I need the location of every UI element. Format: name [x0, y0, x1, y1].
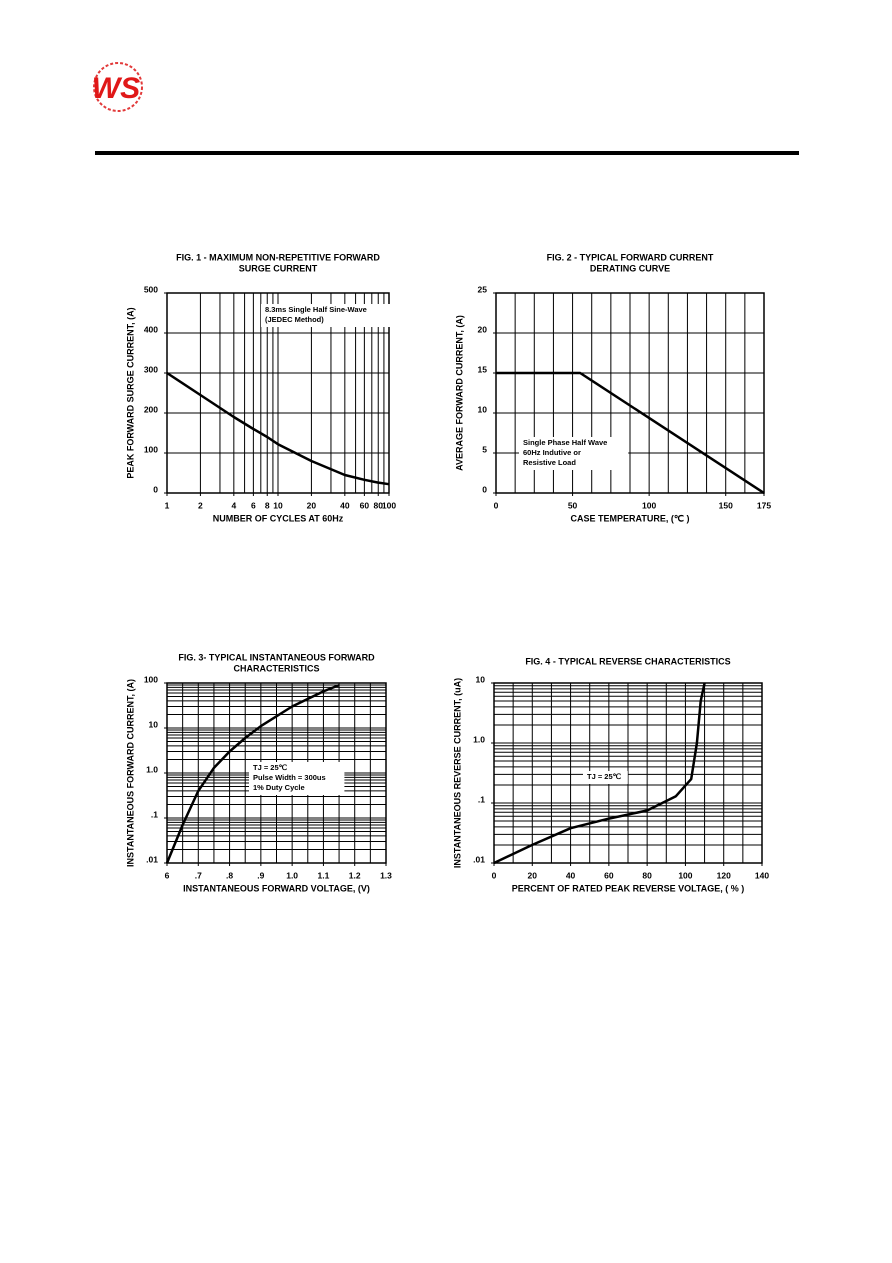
y-tick-label: 500 — [144, 284, 158, 294]
curve — [496, 371, 765, 495]
x-tick-label: 40 — [340, 500, 350, 510]
logo-ring — [93, 62, 143, 112]
x-tick-label: 2 — [198, 500, 203, 510]
x-tick-label: 50 — [568, 500, 578, 510]
x-tick-label: 0 — [492, 870, 497, 880]
x-tick-label: 80 — [374, 500, 384, 510]
x-tick-label: .8 — [226, 870, 233, 880]
y-axis-label: INSTANTANEOUS REVERSE CURRENT, (uA) — [452, 678, 462, 868]
annotation: 60Hz Indutive or — [523, 448, 581, 457]
x-tick-label: 175 — [757, 500, 771, 510]
y-tick-label: 0 — [153, 484, 158, 494]
y-tick-label: 5 — [482, 444, 487, 454]
x-tick-label: 0 — [494, 500, 499, 510]
x-tick-label: 140 — [755, 870, 769, 880]
y-tick-label: 15 — [478, 364, 488, 374]
annotation: TJ = 25℃ — [253, 763, 288, 772]
x-tick-label: 60 — [604, 870, 614, 880]
annotation-box — [261, 304, 394, 327]
x-tick-label: 1.2 — [349, 870, 361, 880]
chart-title: FIG. 4 - TYPICAL REVERSE CHARACTERISTICS — [525, 656, 730, 666]
y-tick-label: 10 — [476, 674, 486, 684]
x-tick-label: 1.3 — [380, 870, 392, 880]
y-tick-label: 100 — [144, 444, 158, 454]
annotation: Pulse Width = 300us — [253, 773, 326, 782]
chart: FIG. 1 - MAXIMUM NON-REPETITIVE FORWARDS… — [125, 252, 396, 523]
chart-title: DERATING CURVE — [590, 263, 670, 273]
x-tick-label: 120 — [717, 870, 731, 880]
y-tick-label: 25 — [478, 284, 488, 294]
chart-title: CHARACTERISTICS — [233, 663, 319, 673]
y-tick-label: 1.0 — [146, 764, 158, 774]
x-tick-label: 4 — [231, 500, 236, 510]
y-tick-label: 1.0 — [473, 734, 485, 744]
x-tick-label: 6 — [251, 500, 256, 510]
chart: FIG. 4 - TYPICAL REVERSE CHARACTERISTICS… — [452, 656, 769, 893]
y-tick-label: .01 — [146, 854, 158, 864]
y-tick-label: .01 — [473, 854, 485, 864]
chart-title: SURGE CURRENT — [239, 263, 318, 273]
chart-title: FIG. 1 - MAXIMUM NON-REPETITIVE FORWARD — [176, 252, 380, 262]
annotation: (JEDEC Method) — [265, 315, 324, 324]
x-tick-label: 10 — [273, 500, 283, 510]
x-tick-label: 20 — [528, 870, 538, 880]
x-tick-label: 100 — [642, 500, 656, 510]
x-tick-label: 100 — [382, 500, 396, 510]
y-tick-label: .1 — [151, 809, 158, 819]
x-tick-label: 1.0 — [286, 870, 298, 880]
chart: FIG. 3- TYPICAL INSTANTANEOUS FORWARDCHA… — [125, 652, 392, 893]
chart: FIG. 2 - TYPICAL FORWARD CURRENTDERATING… — [454, 252, 771, 523]
annotation-box — [249, 762, 345, 795]
y-tick-label: 100 — [144, 674, 158, 684]
curve — [166, 371, 390, 486]
y-tick-label: .1 — [478, 794, 485, 804]
y-axis-label: PEAK FORWARD SURGE CURRENT, (A) — [125, 307, 135, 478]
y-tick-label: 300 — [144, 364, 158, 374]
plot-frame — [493, 682, 763, 864]
x-tick-label: 20 — [307, 500, 317, 510]
x-tick-label: 60 — [360, 500, 370, 510]
annotation-box — [519, 437, 629, 470]
header-rule — [95, 151, 799, 155]
y-tick-label: 10 — [478, 404, 488, 414]
x-tick-label: 8 — [265, 500, 270, 510]
x-axis-label: INSTANTANEOUS FORWARD VOLTAGE, (V) — [183, 883, 370, 893]
x-tick-label: 80 — [642, 870, 652, 880]
x-tick-label: 6 — [165, 870, 170, 880]
logo: WS — [92, 62, 143, 112]
x-tick-label: 1 — [165, 500, 170, 510]
y-tick-label: 20 — [478, 324, 488, 334]
chart-title: FIG. 3- TYPICAL INSTANTANEOUS FORWARD — [178, 652, 375, 662]
x-axis-label: NUMBER OF CYCLES AT 60Hz — [213, 513, 344, 523]
annotation: Single Phase Half Wave — [523, 438, 607, 447]
y-tick-label: 400 — [144, 324, 158, 334]
y-axis-label: INSTANTANEOUS FORWARD CURRENT, (A) — [125, 679, 135, 867]
annotation-box — [583, 771, 628, 784]
annotation: 8.3ms Single Half Sine-Wave — [265, 305, 367, 314]
annotation: TJ = 25℃ — [587, 772, 622, 781]
x-tick-label: 150 — [719, 500, 733, 510]
x-tick-label: 1.1 — [318, 870, 330, 880]
curve — [165, 683, 340, 864]
curve — [493, 682, 706, 865]
y-axis-label: AVERAGE FORWARD CURRENT, (A) — [454, 315, 464, 471]
y-tick-label: 200 — [144, 404, 158, 414]
plot-frame — [495, 292, 765, 494]
x-axis-label: PERCENT OF RATED PEAK REVERSE VOLTAGE, (… — [512, 883, 745, 893]
x-tick-label: 40 — [566, 870, 576, 880]
annotation: 1% Duty Cycle — [253, 783, 305, 792]
x-axis-label: CASE TEMPERATURE, (℃ ) — [571, 513, 690, 523]
y-tick-label: 0 — [482, 484, 487, 494]
logo-text: WS — [92, 72, 140, 105]
chart-title: FIG. 2 - TYPICAL FORWARD CURRENT — [547, 252, 714, 262]
y-tick-label: 10 — [149, 719, 159, 729]
annotation: Resistive Load — [523, 458, 576, 467]
x-tick-label: .9 — [257, 870, 264, 880]
x-tick-label: .7 — [195, 870, 202, 880]
x-tick-label: 100 — [678, 870, 692, 880]
